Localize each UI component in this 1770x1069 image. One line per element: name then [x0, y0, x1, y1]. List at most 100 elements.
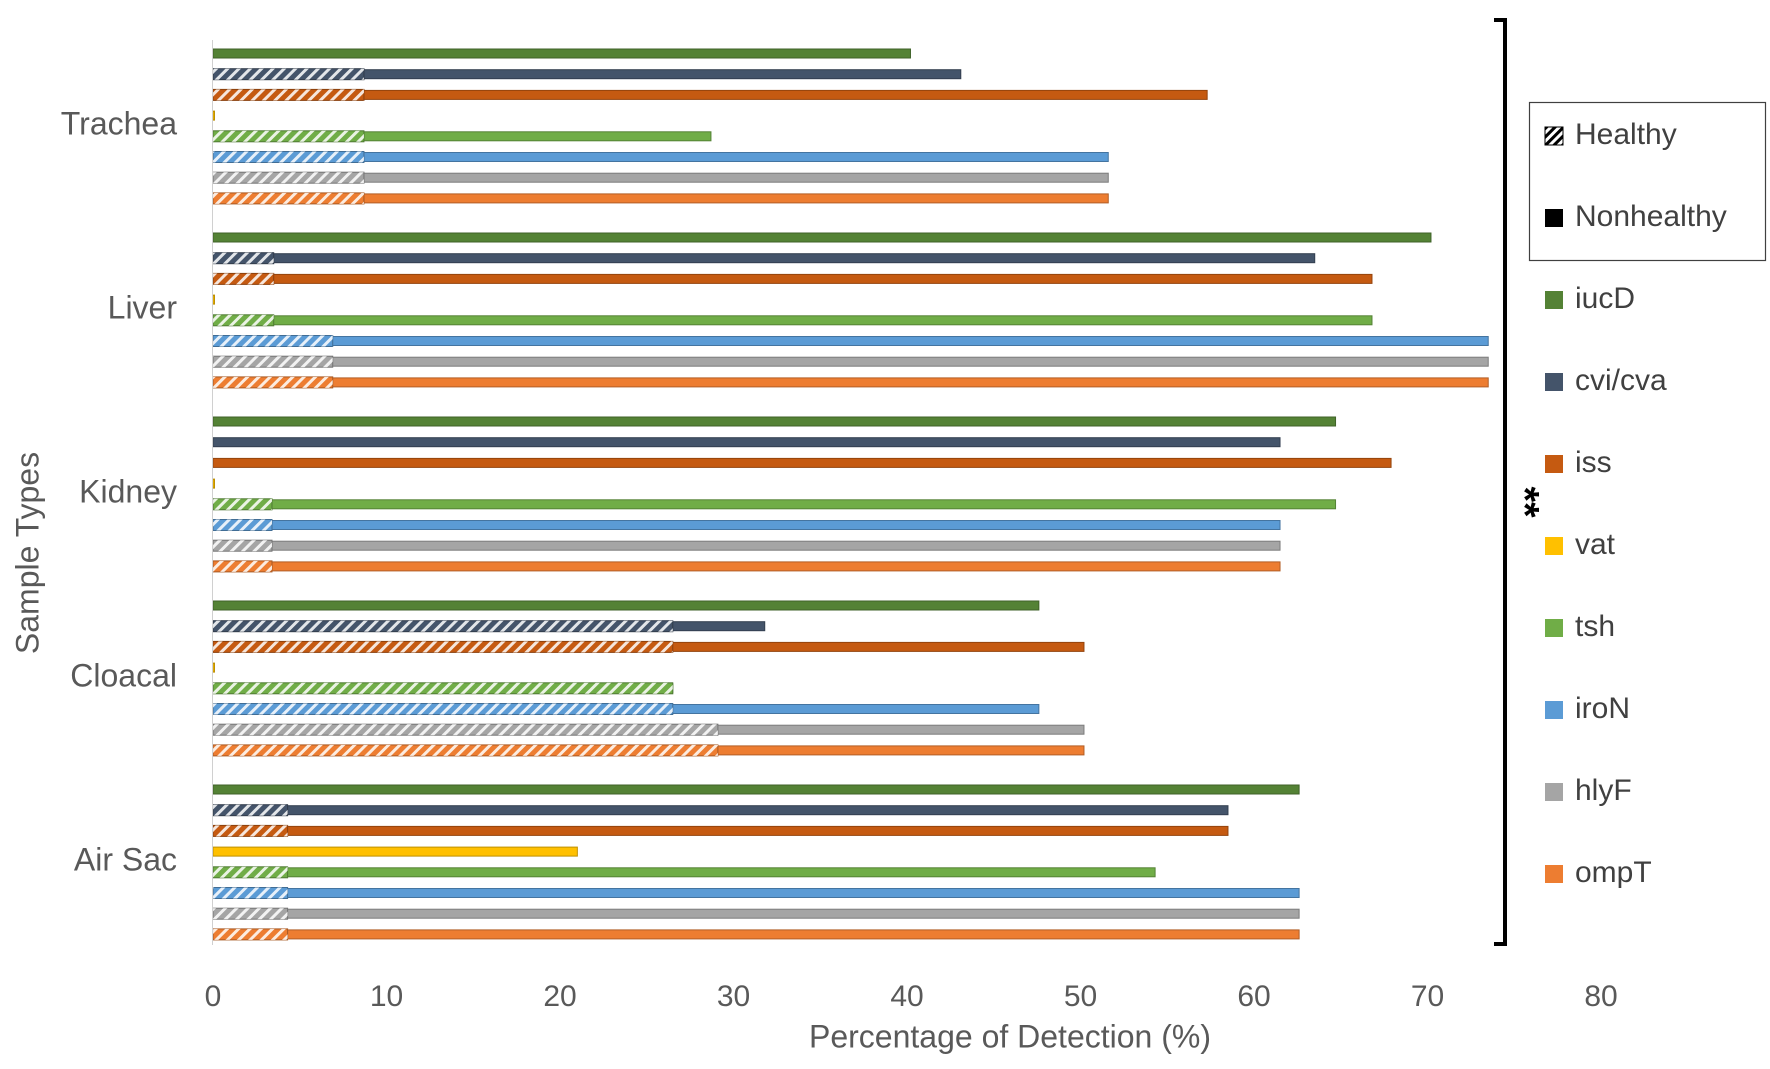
legend-label-iss: iss [1575, 446, 1612, 479]
category-label-trachea: Trachea [61, 105, 177, 141]
bar-nonhealthy-kidney-hlyf [212, 540, 1281, 551]
legend-item-ompt: ompT [1545, 856, 1652, 889]
bar-nonhealthy-air-sac-tsh [212, 867, 1156, 878]
bar-healthy-hatch-cloacal-cvi-cva [213, 620, 673, 632]
bar-nonhealthy-kidney-ompt [212, 561, 1281, 572]
bar-nonhealthy-cloacal-iucd [212, 600, 1040, 611]
bar-nonhealthy-liver-ompt [212, 377, 1489, 388]
bar-healthy-hatch-liver-cvi-cva [213, 252, 274, 264]
x-tick-label-20: 20 [543, 980, 576, 1013]
category-label-kidney: Kidney [79, 473, 177, 509]
bar-nonhealthy-kidney-iron [212, 520, 1281, 530]
legend-label-nonhealthy: Nonhealthy [1575, 200, 1727, 233]
bar-healthy-hatch-cloacal-iss [213, 641, 673, 653]
bar-nonhealthy-liver-cvi-cva [212, 253, 1316, 264]
bracket-line [1494, 18, 1507, 946]
bar-healthy-hatch-kidney-iron [213, 519, 272, 531]
legend-label-iucd: iucD [1575, 282, 1635, 315]
legend-swatch-iron [1545, 701, 1563, 719]
bars-layer: Trachea Liver Kidney Cloacal Air Sac [61, 48, 1489, 941]
bar-nonhealthy-liver-iucd [212, 232, 1432, 243]
legend-item-healthy: Healthy [1544, 118, 1677, 151]
bar-nonhealthy-kidney-cvi-cva [212, 437, 1281, 448]
bar-healthy-hatch-liver-ompt [213, 376, 333, 388]
x-tick-label-40: 40 [890, 980, 923, 1013]
legend-label-tsh: tsh [1575, 610, 1615, 643]
legend-item-iss: iss [1545, 446, 1612, 479]
bar-healthy-hatch-trachea-ompt [213, 192, 364, 204]
legend-label-cvi-cva: cvi/cva [1575, 364, 1667, 397]
x-tick-label-30: 30 [717, 980, 750, 1013]
significance-label: ** [1502, 486, 1546, 518]
bar-healthy-hatch-trachea-iron [213, 151, 364, 163]
bar-healthy-hatch-air-sac-tsh [213, 866, 288, 878]
bar-healthy-hatch-cloacal-ompt [213, 744, 718, 756]
x-tick-label-0: 0 [205, 980, 222, 1013]
legend-label-healthy: Healthy [1575, 118, 1677, 151]
bar-healthy-hatch-kidney-ompt [213, 560, 272, 572]
bar-healthy-hatch-liver-iron [213, 335, 333, 347]
bar-healthy-hatch-liver-hlyf [213, 356, 333, 368]
bar-nonhealthy-air-sac-hlyf [212, 908, 1300, 919]
x-tick-label-10: 10 [370, 980, 403, 1013]
bar-nonhealthy-cloacal-vat [212, 662, 215, 673]
bar-nonhealthy-air-sac-iron [212, 888, 1300, 898]
bar-healthy-hatch-cloacal-iron [213, 703, 673, 715]
y-axis-title: Sample Types [9, 452, 45, 654]
legend-item-vat: vat [1545, 528, 1616, 561]
legend-swatch-cvi-cva [1545, 373, 1563, 391]
bar-nonhealthy-kidney-iucd [212, 416, 1337, 427]
legend-item-hlyf: hlyF [1545, 774, 1632, 807]
legend: Healthy Nonhealthy iucD cvi/cva iss vat tsh iro… [1528, 101, 1767, 889]
bar-healthy-hatch-kidney-tsh [213, 498, 272, 510]
legend-swatch-hlyf [1545, 783, 1563, 801]
legend-swatch-iucd [1545, 291, 1563, 309]
category-label-cloacal: Cloacal [70, 657, 177, 693]
legend-item-tsh: tsh [1545, 610, 1615, 643]
category-label-air-sac: Air Sac [74, 841, 177, 877]
bar-healthy-hatch-liver-tsh [213, 314, 274, 326]
bar-nonhealthy-liver-iron [212, 336, 1489, 346]
legend-swatch-vat [1545, 537, 1563, 555]
legend-label-vat: vat [1575, 528, 1616, 561]
bar-nonhealthy-kidney-vat [212, 478, 215, 489]
legend-label-iron: iroN [1575, 692, 1630, 725]
bar-healthy-hatch-trachea-hlyf [213, 172, 364, 184]
legend-label-ompt: ompT [1575, 856, 1652, 889]
category-group-air-sac: Air Sac [74, 784, 1300, 941]
bar-healthy-hatch-trachea-tsh [213, 130, 364, 142]
category-group-liver: Liver [108, 232, 1489, 389]
x-tick-label-80: 80 [1584, 980, 1617, 1013]
category-label-liver: Liver [108, 289, 178, 325]
bar-nonhealthy-trachea-iucd [212, 48, 911, 59]
bar-nonhealthy-kidney-tsh [212, 499, 1337, 510]
x-tick-label-50: 50 [1064, 980, 1097, 1013]
x-axis-title: Percentage of Detection (%) [809, 1018, 1211, 1054]
bar-nonhealthy-air-sac-cvi-cva [212, 805, 1229, 816]
legend-item-iron: iroN [1545, 692, 1630, 725]
bar-healthy-hatch-air-sac-iron [213, 887, 288, 899]
bar-nonhealthy-kidney-iss [212, 457, 1392, 468]
legend-item-iucd: iucD [1545, 282, 1635, 315]
bar-nonhealthy-air-sac-ompt [212, 929, 1300, 940]
bar-nonhealthy-liver-vat [212, 294, 215, 305]
bar-nonhealthy-trachea-vat [212, 110, 215, 121]
bar-healthy-hatch-air-sac-ompt [213, 928, 288, 940]
bar-nonhealthy-liver-tsh [212, 315, 1373, 326]
bar-healthy-hatch-liver-iss [213, 273, 274, 285]
legend-item-nonhealthy: Nonhealthy [1545, 200, 1727, 233]
significance-bracket: ** [1494, 18, 1546, 946]
bar-nonhealthy-liver-hlyf [212, 356, 1489, 367]
bar-healthy-hatch-air-sac-iss [213, 825, 288, 837]
bar-healthy-hatch-cloacal-tsh [213, 682, 673, 694]
axes-layer: 0 10 20 30 40 50 60 70 80 Percentage of Detection… [9, 18, 1618, 1054]
legend-item-cvi-cva: cvi/cva [1545, 364, 1667, 397]
bar-healthy-hatch-kidney-hlyf [213, 540, 272, 552]
legend-swatch-healthy [1544, 126, 1564, 146]
bar-healthy-hatch-trachea-cvi-cva [213, 68, 364, 80]
legend-swatch-nonhealthy [1545, 209, 1563, 227]
bar-healthy-hatch-cloacal-hlyf [213, 724, 718, 736]
legend-swatch-tsh [1545, 619, 1563, 637]
